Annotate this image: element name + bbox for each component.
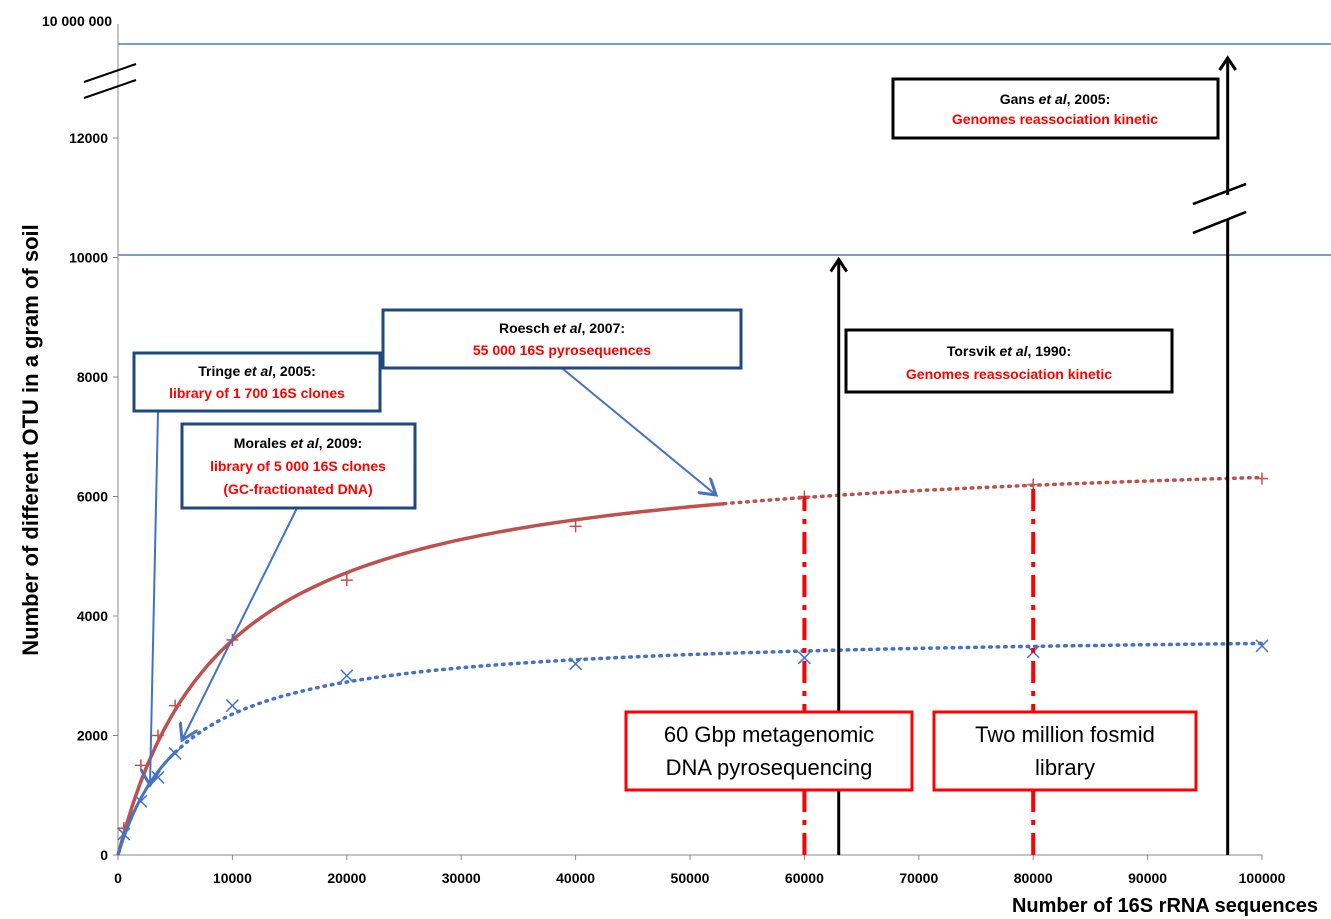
y-ticks: 0 2000 4000 6000 8000 10000 12000 [69, 130, 118, 863]
x-tick-label: 100000 [1239, 870, 1286, 886]
red-point [1256, 472, 1268, 485]
x-tick-label: 40000 [556, 870, 595, 886]
x-tick-label: 60000 [785, 870, 824, 886]
svg-text:55 000 16S pyrosequences: 55 000 16S pyrosequences [473, 342, 651, 358]
y-tick-label: 8000 [77, 369, 108, 385]
red-point [152, 729, 165, 742]
arrow-break [1192, 182, 1247, 235]
blue-point [1255, 639, 1269, 653]
svg-text:Roesch et al, 2007:: Roesch et al, 2007: [499, 320, 625, 336]
red-curve-dotted [722, 475, 1264, 506]
y-tick-label: 6000 [77, 489, 108, 505]
red-point [340, 574, 353, 587]
y-axis-break [83, 63, 137, 99]
arrow-head [829, 256, 848, 273]
x-tick-label: 50000 [671, 870, 710, 886]
x-tick-label: 20000 [327, 870, 366, 886]
y-tick-label: 10000 [69, 250, 108, 266]
blue-point [225, 699, 239, 713]
y-tick-label: 4000 [77, 608, 108, 624]
y-tick-label: 2000 [77, 728, 108, 744]
annotation-morales: Morales et al, 2009: library of 5 000 16… [182, 422, 417, 740]
svg-text:library: library [1035, 755, 1095, 780]
svg-text:(GC-fractionated DNA): (GC-fractionated DNA) [223, 481, 372, 497]
svg-text:Genomes reassociation kinetic: Genomes reassociation kinetic [906, 366, 1112, 382]
annotation-gans: Gans et al, 2005: Genomes reassociation … [891, 77, 1220, 140]
x-tick-label: 0 [114, 870, 122, 886]
red-point [169, 699, 182, 712]
x-tick-label: 30000 [442, 870, 481, 886]
x-axis-title: Number of 16S rRNA sequences [1012, 895, 1318, 917]
y-tick-label: 12000 [69, 130, 108, 146]
svg-text:Morales et al, 2009:: Morales et al, 2009: [234, 435, 362, 451]
red-point [1027, 478, 1040, 491]
svg-text:library of 1 700 16S clones: library of 1 700 16S clones [169, 385, 345, 401]
annotation-tringe: Tringe et al, 2005: library of 1 700 16S… [132, 351, 382, 785]
svg-text:Tringe et al, 2005:: Tringe et al, 2005: [198, 363, 316, 379]
x-tick-label: 70000 [899, 870, 938, 886]
svg-text:60 Gbp metagenomic: 60 Gbp metagenomic [664, 722, 874, 747]
x-tick-label: 10000 [213, 870, 252, 886]
svg-text:Two million fosmid: Two million fosmid [975, 722, 1155, 747]
blue-curve-start [116, 751, 177, 856]
y-axis-title: Number of different OTU in a gram of soi… [18, 224, 43, 655]
red-point [569, 520, 582, 533]
arrow-head [1218, 55, 1237, 71]
svg-text:Torsvik et al, 1990:: Torsvik et al, 1990: [947, 343, 1071, 359]
x-tick-label: 90000 [1128, 870, 1167, 886]
blue-curve-dotted [173, 641, 1264, 754]
series-red [116, 472, 1268, 856]
blue-point [569, 657, 583, 671]
svg-text:DNA pyrosequencing: DNA pyrosequencing [666, 755, 873, 780]
svg-text:Genomes reassociation kinetic: Genomes reassociation kinetic [952, 111, 1158, 127]
blue-point [797, 651, 811, 665]
y-break-label: 10 000 000 [42, 13, 112, 29]
annotation-fosmid: Two million fosmid library [932, 710, 1198, 792]
red-curve-solid [116, 501, 725, 856]
blue-point [340, 669, 354, 683]
blue-point [134, 794, 148, 808]
y-tick-label: 0 [100, 847, 108, 863]
blue-point [168, 746, 182, 760]
annotation-torsvik: Torsvik et al, 1990: Genomes reassociati… [844, 328, 1174, 394]
svg-text:Gans et al, 2005:: Gans et al, 2005: [1000, 91, 1111, 107]
svg-text:library of 5 000 16S clones: library of 5 000 16S clones [210, 458, 386, 474]
annotation-metagenomic: 60 Gbp metagenomic DNA pyrosequencing [624, 710, 914, 792]
x-tick-label: 80000 [1014, 870, 1053, 886]
blue-point [117, 827, 131, 841]
annotation-roesch: Roesch et al, 2007: 55 000 16S pyroseque… [381, 308, 743, 495]
x-ticks: 0 10000 20000 30000 40000 50000 60000 70000 8000… [114, 855, 1286, 886]
